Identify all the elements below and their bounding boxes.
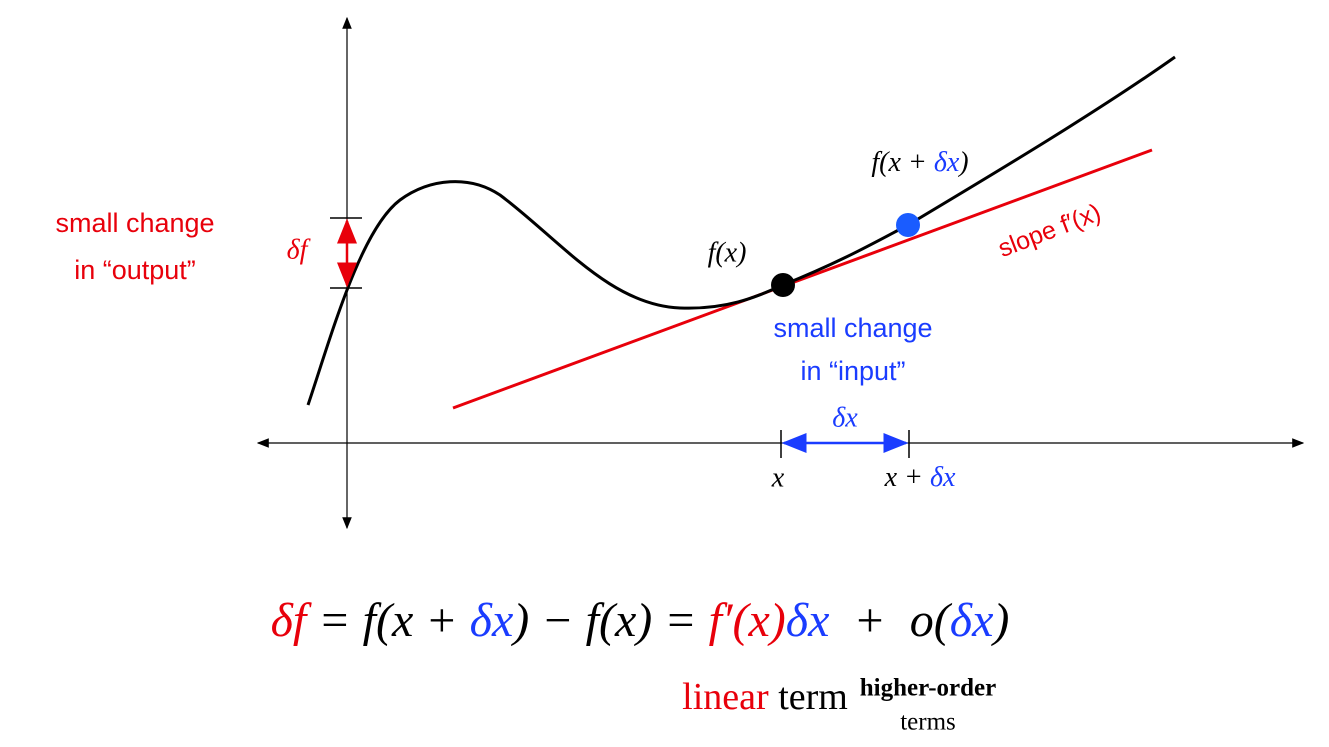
text: δx bbox=[786, 594, 830, 647]
point-fx bbox=[771, 273, 795, 297]
delta-f: δf bbox=[287, 234, 311, 265]
output-label: in “output” bbox=[74, 255, 196, 285]
input-label: small change bbox=[773, 313, 932, 343]
text: ) bbox=[957, 147, 968, 178]
text: δx bbox=[470, 594, 514, 647]
delta-x: δx bbox=[832, 402, 858, 433]
text: ) bbox=[990, 594, 1009, 647]
linear-term: linear term bbox=[682, 676, 848, 718]
higher-order: higher-order bbox=[860, 675, 997, 702]
equation: δf = f(x + δx) − f(x) = f′(x)δx + o(δx) bbox=[271, 594, 1010, 647]
text: ) − f(x) = bbox=[510, 594, 708, 647]
fxdx-label: f(x + δx) bbox=[871, 147, 968, 178]
xdx-tick-label: x + δx bbox=[884, 462, 956, 493]
text: = f(x + bbox=[306, 594, 469, 647]
text: δx bbox=[930, 462, 956, 493]
text: δf bbox=[271, 594, 312, 647]
text: f(x + bbox=[871, 147, 933, 178]
text: x + bbox=[884, 462, 930, 493]
text: linear bbox=[682, 676, 769, 718]
text: + o( bbox=[829, 594, 952, 647]
text: δx bbox=[950, 594, 994, 647]
slope-label: slope f′(x) bbox=[994, 198, 1104, 263]
output-label: small change bbox=[55, 208, 214, 238]
text: f′(x) bbox=[709, 594, 786, 647]
curve bbox=[306, 55, 1176, 406]
x-tick-label: x bbox=[771, 462, 785, 493]
tangent-line bbox=[452, 148, 1153, 410]
higher-order: terms bbox=[900, 709, 956, 736]
fx-label: f(x) bbox=[708, 237, 747, 268]
text: δx bbox=[934, 147, 960, 178]
point-fxdx bbox=[896, 213, 920, 237]
input-label: in “input” bbox=[800, 356, 905, 386]
text: term bbox=[769, 676, 848, 718]
